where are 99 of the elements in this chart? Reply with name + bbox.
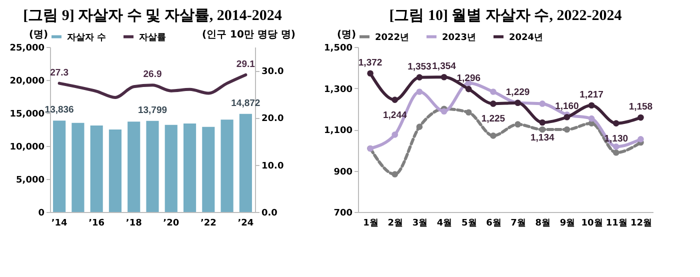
point [539,100,546,107]
y-tick-label: 1,100 [324,126,352,136]
y-axis-title: (명) [28,30,48,40]
bar [53,120,66,212]
point [490,132,496,139]
y-tick-label: 15,000 [10,110,44,120]
y2-tick-label: 0.0 [262,208,278,218]
y-tick-label: 0 [38,208,44,218]
y-axis-title: (명) [336,30,356,40]
bar [202,126,215,212]
data-label: 1,160 [555,101,579,112]
data-label: 1,158 [628,102,653,113]
point [416,124,423,130]
legend-label: 자살자 수 [67,32,106,43]
bar [146,120,159,212]
data-label: 1,354 [432,61,457,72]
x-tick-label: 8월 [535,218,551,228]
y-tick-label: 1,500 [324,44,352,54]
y-tick-label: 20,000 [10,76,44,86]
bar [128,122,140,212]
x-tick-label: 12월 [630,218,652,228]
y2-tick-label: 20.0 [262,114,284,124]
point [564,114,570,120]
chart-title: [그림 10] 월별 자살자 수, 2022-2024 [389,8,622,24]
x-tick-label: 1월 [363,218,378,228]
point [588,115,595,122]
bar [220,120,234,212]
data-label: 1,353 [408,61,432,72]
point [539,119,546,126]
data-label: 14,872 [231,98,260,109]
legend-label: 자살률 [139,32,166,43]
point [564,126,570,133]
point [440,74,448,80]
chart-title: [그림 9] 자살자 수 및 자살률, 2014-2024 [23,8,282,24]
point [392,132,398,138]
x-tick-label: 6월 [486,218,502,228]
point [490,100,496,107]
legend-label: 2022년 [375,32,410,43]
x-tick-label: 9월 [560,218,576,228]
x-tick-label: 3월 [412,218,428,228]
y2-tick-label: 30.0 [262,67,284,78]
x-tick-label: ’16 [88,218,105,228]
point [539,126,546,133]
bar [90,126,103,212]
data-label: 1,225 [481,114,506,125]
y-tick-label: 900 [334,167,352,178]
x-tick-label: 10월 [581,218,603,228]
point [612,143,620,150]
point [416,88,423,95]
y-tick-label: 1,300 [324,84,352,95]
data-label: 26.9 [143,69,162,80]
data-label: 13,836 [44,104,74,116]
data-label: 29.1 [236,58,256,70]
point [440,108,448,115]
x-tick-label: 4월 [436,218,452,228]
point [514,121,521,128]
y2-axis-title: (인구 10만 명당 명) [202,30,296,40]
x-tick-label: 5월 [461,218,477,228]
point [490,88,496,95]
data-label: 1,244 [382,110,408,121]
data-label: 13,799 [138,104,168,116]
x-tick-label: ’24 [238,218,254,228]
legend-label: 2023년 [442,32,476,43]
y2-tick-label: 10.0 [262,161,284,172]
bar [239,114,252,212]
data-label: 1,134 [530,132,555,144]
y-tick-label: 10,000 [10,142,44,152]
point [465,109,472,116]
x-tick-label: ’14 [51,218,68,228]
data-label: 1,372 [358,57,382,68]
x-tick-label: 11월 [606,218,628,228]
point [367,70,374,77]
point [612,149,620,156]
point [465,86,472,92]
x-tick-label: ’22 [200,218,216,228]
point [588,102,595,109]
data-label: 1,130 [604,133,628,144]
bar [108,130,122,212]
x-tick-label: 2월 [388,218,404,228]
y-tick-label: 5,000 [16,176,44,186]
x-tick-label: ’20 [163,218,180,228]
data-label: 1,229 [506,86,530,98]
data-label: 1,296 [456,73,481,84]
point [416,74,423,80]
point [638,114,644,121]
x-tick-label: ’18 [126,218,142,228]
bar [72,122,84,212]
data-label: 1,217 [580,89,604,100]
legend-label: 2024년 [509,32,544,43]
y-tick-label: 700 [334,208,352,218]
point [612,120,620,126]
data-label: 27.3 [50,67,69,78]
bar [164,124,178,212]
point [392,171,398,178]
point [392,96,398,103]
y-tick-label: 25,000 [10,44,44,54]
x-tick-label: 7월 [510,218,526,228]
bar [183,124,196,212]
point [638,136,644,142]
